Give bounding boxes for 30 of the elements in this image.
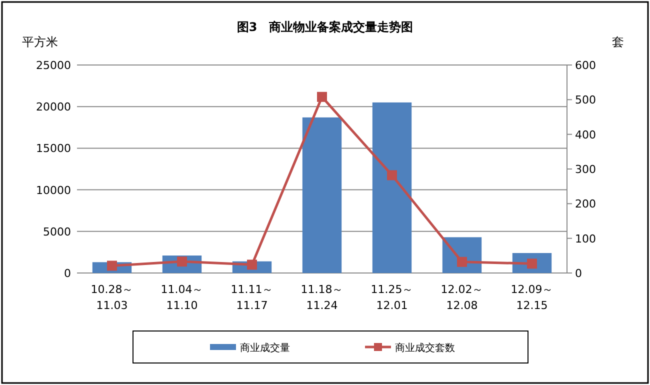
bar [302,117,342,273]
point [387,170,397,180]
x-tick-label: 10.28～ 11.03 [90,283,134,312]
x-tick-label: 11.25～ 12.01 [370,283,414,312]
point [317,92,327,102]
y-tick-label: 10000 [36,184,71,197]
y2-tick-label: 200 [575,198,596,211]
x-tick-label: 12.09～ 12.15 [510,283,554,312]
legend-label: 商业成交套数 [395,342,455,354]
y2-axis-title: 套 [612,35,624,49]
y-tick-label: 25000 [36,59,71,72]
y-tick-label: 15000 [36,142,71,156]
y2-tick-label: 0 [575,267,582,280]
y2-tick-label: 500 [575,94,596,107]
y2-tick-label: 600 [575,59,596,72]
x-tick-label: 11.18～ 11.24 [300,283,344,312]
y-axis-title: 平方米 [22,35,58,49]
x-tick-label: 11.11～ 11.17 [230,283,274,312]
bar [372,102,412,273]
chart-title: 图3 商业物业备案成交量走势图 [236,20,414,34]
y2-tick-label: 100 [575,232,596,246]
y2-tick-label: 300 [575,163,596,176]
y-tick-label: 0 [64,267,71,280]
x-tick-label: 12.02～ 12.08 [440,283,484,312]
x-tick-label: 11.04～ 11.10 [160,283,204,312]
y-tick-label: 20000 [36,100,71,114]
point [457,256,467,267]
legend-label: 商业成交量 [240,342,290,354]
y2-tick-label: 400 [575,128,596,142]
y-tick-label: 5000 [43,225,71,238]
